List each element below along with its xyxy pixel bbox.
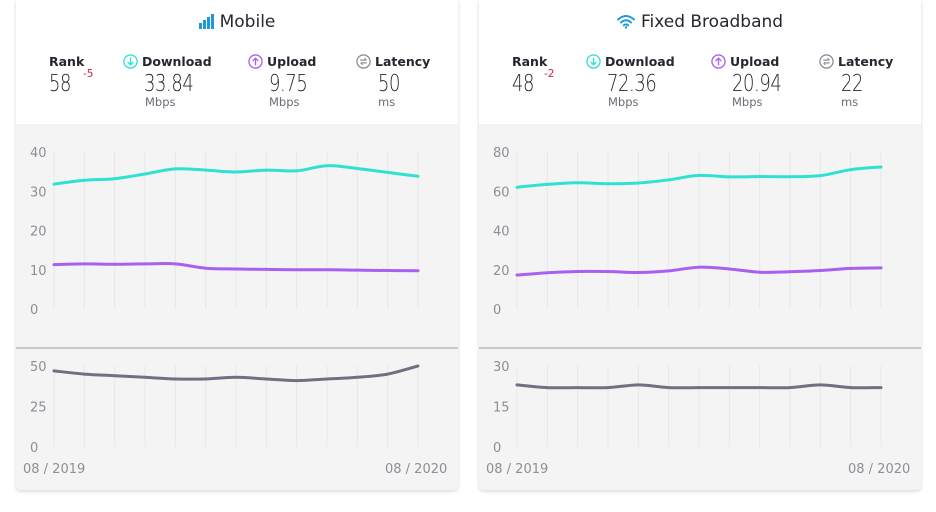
signal-bars-icon [198,14,214,29]
rank-value: 48 [512,71,535,97]
y-tick-label: 20 [30,225,47,240]
x-start-label: 08 / 2019 [23,462,86,477]
rank-value: 58 [49,71,72,97]
download-arrow-icon [586,54,601,69]
latency-icon [819,54,834,69]
download-value: 33.84 [144,71,194,97]
card-title-text: Mobile [219,12,276,32]
y-tick-label: 40 [30,146,47,161]
download-label: Download [586,54,696,69]
latency-label: Latency [819,54,929,69]
upload-unit: Mbps [269,95,300,109]
latency-tick-label: 15 [493,401,510,416]
card-title: Fixed Broadband [479,12,921,32]
download-arrow-icon [123,54,138,69]
mobile-card: Mobile Rank 58 -5 Download 33.84 Mbps Up… [16,0,458,490]
latency-line [52,364,420,383]
y-tick-label: 80 [493,146,510,161]
upload-arrow-icon [711,54,726,69]
latency-unit: ms [378,95,396,109]
latency-tick-label: 25 [30,401,47,416]
card-header: Fixed Broadband Rank 48 -2 Download 72.3… [479,0,921,124]
download-metric: Download 72.36 Mbps [586,54,696,109]
latency-icon [356,54,371,69]
download-line [515,165,883,189]
upload-unit: Mbps [732,95,763,109]
rank-change: -5 [83,68,94,80]
latency-tick-label: 0 [493,441,501,456]
y-tick-label: 60 [493,185,510,200]
latency-unit: ms [841,95,859,109]
upload-value: 20.94 [732,71,782,97]
upload-label: Upload [248,54,358,69]
download-unit: Mbps [145,95,176,109]
latency-value: 22 [841,71,864,97]
y-tick-label: 40 [493,225,510,240]
y-tick-label: 0 [30,303,38,318]
upload-metric: Upload 9.75 Mbps [248,54,358,109]
download-value: 72.36 [607,71,657,97]
x-end-label: 08 / 2020 [848,462,911,477]
upload-arrow-icon [248,54,263,69]
download-unit: Mbps [608,95,639,109]
broadband-chart: 0 20 40 60 80 0 15 30 [479,146,921,456]
x-start-label: 08 / 2019 [486,462,549,477]
latency-tick-label: 0 [30,441,38,456]
rank-label: Rank [49,54,85,69]
upload-value: 9.75 [269,71,308,97]
mobile-chart: 0 10 20 30 40 0 25 50 [16,146,458,456]
y-tick-label: 0 [493,303,501,318]
upload-line [52,262,420,273]
card-title-text: Fixed Broadband [640,12,784,32]
latency-tick-label: 30 [493,360,510,375]
latency-tick-label: 50 [30,360,47,375]
rank-metric: Rank 58 [49,54,159,97]
download-label: Download [123,54,233,69]
upload-metric: Upload 20.94 Mbps [711,54,821,109]
x-end-label: 08 / 2020 [385,462,448,477]
broadband-card: Fixed Broadband Rank 48 -2 Download 72.3… [479,0,921,490]
latency-metric: Latency 50 ms [356,54,466,109]
y-tick-label: 10 [30,264,47,279]
download-line [52,164,420,186]
latency-metric: Latency 22 ms [819,54,929,109]
latency-label: Latency [356,54,466,69]
card-header: Mobile Rank 58 -5 Download 33.84 Mbps Up… [16,0,458,124]
rank-change: -2 [544,68,555,80]
rank-label: Rank [512,54,548,69]
y-tick-label: 30 [30,185,47,200]
wifi-icon [616,15,635,29]
y-tick-label: 20 [493,264,510,279]
rank-metric: Rank 48 [512,54,622,97]
card-title: Mobile [16,12,458,32]
upload-label: Upload [711,54,821,69]
latency-value: 50 [378,71,401,97]
download-metric: Download 33.84 Mbps [123,54,233,109]
